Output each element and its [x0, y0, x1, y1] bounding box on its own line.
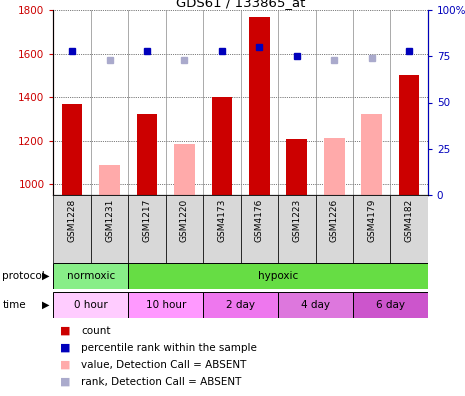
Bar	[203, 292, 278, 318]
Text: 4 day: 4 day	[301, 300, 330, 310]
Text: percentile rank within the sample: percentile rank within the sample	[81, 343, 257, 353]
Bar	[286, 139, 307, 195]
Bar	[62, 104, 82, 195]
Text: normoxic: normoxic	[67, 271, 115, 281]
Bar	[324, 139, 345, 195]
Bar	[100, 164, 120, 195]
Bar	[53, 263, 128, 289]
Text: GSM4176: GSM4176	[255, 198, 264, 242]
Bar	[174, 144, 195, 195]
Text: GSM1220: GSM1220	[180, 198, 189, 242]
Text: protocol: protocol	[2, 271, 45, 281]
Bar	[390, 195, 428, 263]
Text: rank, Detection Call = ABSENT: rank, Detection Call = ABSENT	[81, 377, 242, 387]
Bar	[353, 195, 390, 263]
Bar	[278, 292, 353, 318]
Bar	[166, 195, 203, 263]
Text: GSM4173: GSM4173	[218, 198, 226, 242]
Bar	[361, 114, 382, 195]
Bar	[241, 195, 278, 263]
Bar	[315, 195, 353, 263]
Bar	[137, 114, 157, 195]
Title: GDS61 / 133865_at: GDS61 / 133865_at	[176, 0, 306, 9]
Text: GSM1217: GSM1217	[143, 198, 152, 242]
Bar	[249, 17, 270, 195]
Bar	[128, 263, 428, 289]
Text: ▶: ▶	[42, 271, 49, 281]
Text: GSM4182: GSM4182	[405, 198, 413, 242]
Bar	[53, 195, 91, 263]
Bar	[353, 292, 428, 318]
Text: ■: ■	[60, 326, 71, 336]
Text: GSM1228: GSM1228	[68, 198, 77, 242]
Bar	[399, 75, 419, 195]
Bar	[91, 195, 128, 263]
Text: hypoxic: hypoxic	[258, 271, 298, 281]
Bar	[212, 97, 232, 195]
Text: GSM1226: GSM1226	[330, 198, 339, 242]
Text: 10 hour: 10 hour	[146, 300, 186, 310]
Bar	[278, 195, 315, 263]
Bar	[128, 195, 166, 263]
Text: 0 hour: 0 hour	[74, 300, 108, 310]
Bar	[128, 292, 203, 318]
Text: ■: ■	[60, 377, 71, 387]
Text: ■: ■	[60, 343, 71, 353]
Text: count: count	[81, 326, 111, 336]
Text: ■: ■	[60, 360, 71, 370]
Text: 2 day: 2 day	[226, 300, 255, 310]
Text: value, Detection Call = ABSENT: value, Detection Call = ABSENT	[81, 360, 247, 370]
Text: GSM1223: GSM1223	[292, 198, 301, 242]
Text: GSM4179: GSM4179	[367, 198, 376, 242]
Text: GSM1231: GSM1231	[105, 198, 114, 242]
Text: time: time	[2, 300, 26, 310]
Bar	[53, 292, 128, 318]
Bar	[203, 195, 241, 263]
Text: 6 day: 6 day	[376, 300, 405, 310]
Text: ▶: ▶	[42, 300, 49, 310]
